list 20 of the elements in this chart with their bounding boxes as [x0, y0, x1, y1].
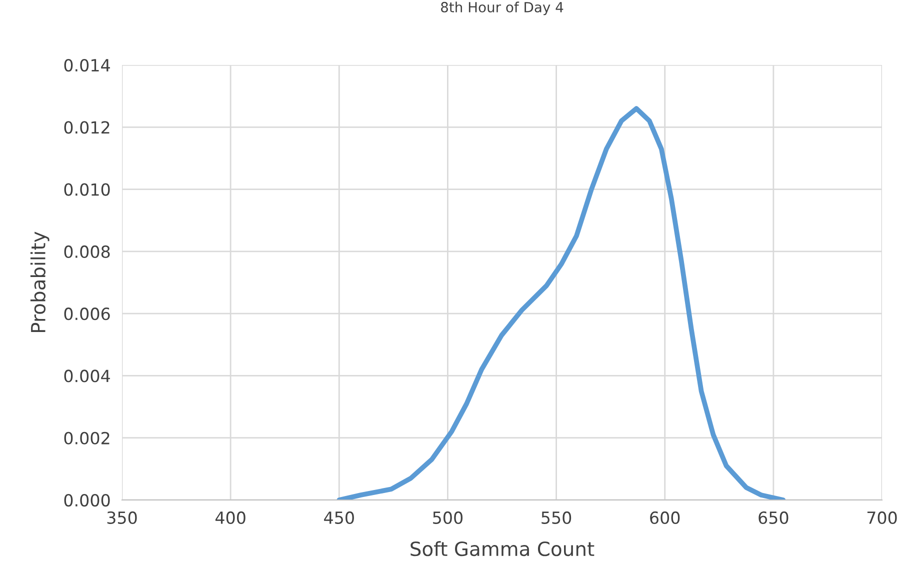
y-tick-label: 0.000 [64, 494, 110, 507]
y-tick-label: 0.014 [64, 58, 110, 72]
x-tick-label: 650 [758, 511, 788, 524]
y-tick-label: 0.008 [64, 245, 110, 258]
y-tick-label: 0.006 [64, 308, 110, 320]
y-axis-title: Probability [30, 232, 50, 332]
y-tick-label: 0.012 [64, 121, 110, 134]
chart-title: 8th Hour of Day 4 [441, 2, 564, 16]
line-series [336, 106, 786, 500]
y-tick-label: 0.002 [64, 432, 110, 444]
x-tick-label: 600 [650, 511, 680, 524]
x-tick-label: 400 [215, 511, 246, 524]
x-axis-title: Soft Gamma Count [410, 541, 594, 556]
x-tick-label: 450 [324, 511, 354, 524]
x-tick-label: 500 [433, 511, 463, 524]
x-tick-label: 550 [542, 511, 572, 524]
y-tick-label: 0.010 [64, 183, 110, 196]
x-tick-label: 700 [867, 511, 897, 524]
y-tick-label: 0.004 [64, 370, 110, 382]
x-tick-label: 350 [107, 511, 137, 524]
